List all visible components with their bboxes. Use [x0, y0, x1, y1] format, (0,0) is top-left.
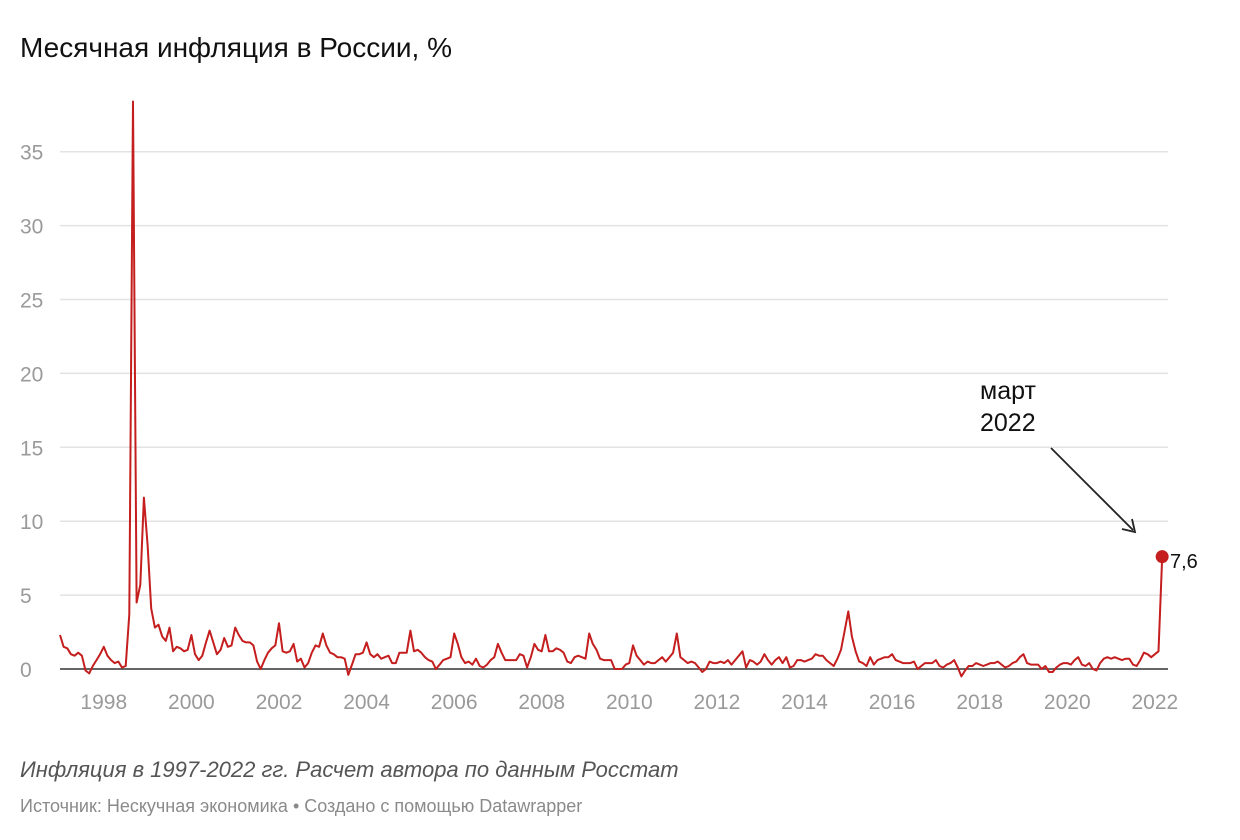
last-point-marker [1155, 550, 1169, 564]
y-tick-label: 10 [20, 511, 43, 534]
x-tick-label: 1998 [80, 691, 127, 714]
x-tick-label: 2002 [256, 691, 303, 714]
x-tick-label: 2000 [168, 691, 215, 714]
x-tick-label: 2020 [1044, 691, 1091, 714]
x-tick-label: 2008 [518, 691, 565, 714]
annotation-arrow-head-icon [1121, 518, 1137, 534]
y-tick-label: 0 [20, 659, 32, 682]
y-axis: 35 30 25 20 15 10 5 0 [20, 142, 43, 682]
chart-title: Месячная инфляция в России, % [20, 32, 452, 63]
series-layer [59, 100, 1169, 678]
annotation-arrow-line [1050, 447, 1134, 531]
x-tick-label: 2018 [956, 691, 1003, 714]
annotation-text-month: март [980, 377, 1036, 405]
y-tick-label: 5 [20, 585, 32, 608]
y-tick-label: 30 [20, 216, 43, 239]
annotation-text-year: 2022 [980, 409, 1036, 437]
series-line-inflation [59, 100, 1164, 678]
x-tick-label: 2010 [606, 691, 653, 714]
x-tick-label: 2014 [781, 691, 828, 714]
x-tick-label: 2016 [869, 691, 916, 714]
x-tick-label: 2006 [431, 691, 478, 714]
y-tick-label: 35 [20, 142, 43, 165]
x-tick-label: 2004 [343, 691, 390, 714]
chart-source: Источник: Нескучная экономика • Создано … [20, 796, 583, 816]
x-axis: 1998 2000 2002 2004 2006 2008 2010 2012 2014 2016… [80, 691, 1178, 714]
annotation: март 2022 7,6 [980, 377, 1198, 573]
y-tick-label: 15 [20, 437, 43, 460]
data-label-last-value: 7,6 [1170, 551, 1198, 573]
chart-note: Инфляция в 1997-2022 гг. Расчет автора п… [20, 757, 679, 782]
y-tick-label: 20 [20, 363, 43, 386]
y-tick-label: 25 [20, 290, 43, 313]
x-tick-label: 2012 [694, 691, 741, 714]
grid-layer [60, 150, 1168, 670]
x-tick-label: 2022 [1132, 691, 1179, 714]
